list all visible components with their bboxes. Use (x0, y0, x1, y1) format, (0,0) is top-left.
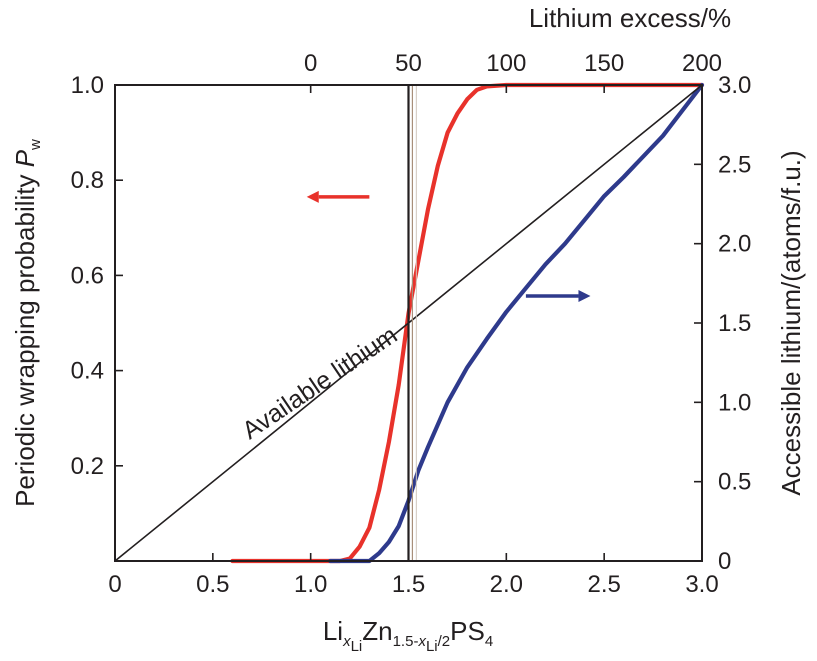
right-axis-tick-label: 3.0 (718, 72, 751, 99)
bottom-axis-tick-label: 1.5 (392, 571, 425, 598)
accessible-lithium-line (328, 82, 705, 564)
arrow-head (578, 290, 591, 303)
arrows-layer (306, 190, 591, 303)
formula-sub-x: x (342, 633, 351, 650)
formula-zn: Zn (362, 616, 392, 646)
formula-sub-li: Li (351, 638, 363, 655)
right-axis-tick-label: 0.5 (718, 469, 751, 496)
left-axis-tick-label: 0.2 (71, 453, 104, 480)
ticks-layer (114, 84, 703, 562)
bottom-axis-tick-label: 1.0 (294, 571, 327, 598)
reference-lines (407, 85, 417, 561)
left-axis-tick-label: 0.6 (71, 262, 104, 289)
arrow-head (306, 190, 319, 203)
top-axis-label: Lithium excess/% (529, 3, 731, 33)
top-axis-tick-label: 100 (486, 50, 526, 77)
right-axis-tick-label: 1.5 (718, 310, 751, 337)
formula-ps: PS (450, 616, 485, 646)
top-axis-tick-label: 150 (584, 50, 624, 77)
bottom-axis-label: LixLiZn1.5-xLi/2PS4 (323, 616, 493, 655)
left-axis-label-text: Periodic wrapping probability (10, 167, 40, 507)
left-axis-label-subscript: w (27, 139, 44, 151)
formula-sub-15: 1.5- (393, 633, 419, 650)
wrapping-probability-line (230, 82, 705, 564)
formula-sub-li2: Li (426, 638, 438, 655)
left-arrow-0 (306, 190, 370, 203)
formula-sub-4: 4 (485, 633, 493, 650)
left-axis-label: Periodic wrapping probability Pw (10, 139, 44, 507)
right-arrow-1 (525, 290, 591, 303)
left-axis-tick-label: 0.8 (71, 167, 104, 194)
tick-labels-layer: 0 0.5 1.0 1.5 2.0 2.5 3.00 50 100 150 2000.20.40.6… (71, 50, 752, 598)
bottom-axis-tick-label: 2.0 (490, 571, 523, 598)
top-axis-tick-label: 200 (682, 50, 722, 77)
left-axis-tick-label: 1.0 (71, 72, 104, 99)
formula-sub-2: /2 (438, 633, 451, 650)
formula-li: Li (323, 616, 343, 646)
bottom-axis-tick-label: 2.5 (587, 571, 620, 598)
right-axis-tick-label: 1.0 (718, 389, 751, 416)
bottom-axis-tick-label: 0.5 (196, 571, 229, 598)
top-axis-tick-label: 0 (304, 50, 317, 77)
bottom-axis-tick-label: 3.0 (685, 571, 718, 598)
formula-sub-x2: x (417, 633, 426, 650)
bottom-axis-tick-label: 0 (108, 571, 121, 598)
right-axis-tick-label: 2.5 (718, 151, 751, 178)
left-axis-tick-label: 0.4 (71, 358, 104, 385)
available-lithium-annotation: Available lithium (237, 321, 402, 445)
left-axis-label-symbol: P (10, 149, 40, 167)
right-axis-label: Accessible lithium/(atoms/f.u.) (776, 150, 806, 495)
right-axis-tick-label: 2.0 (718, 231, 751, 258)
right-axis-tick-label: 0 (718, 548, 731, 575)
top-axis-tick-label: 50 (395, 50, 422, 77)
